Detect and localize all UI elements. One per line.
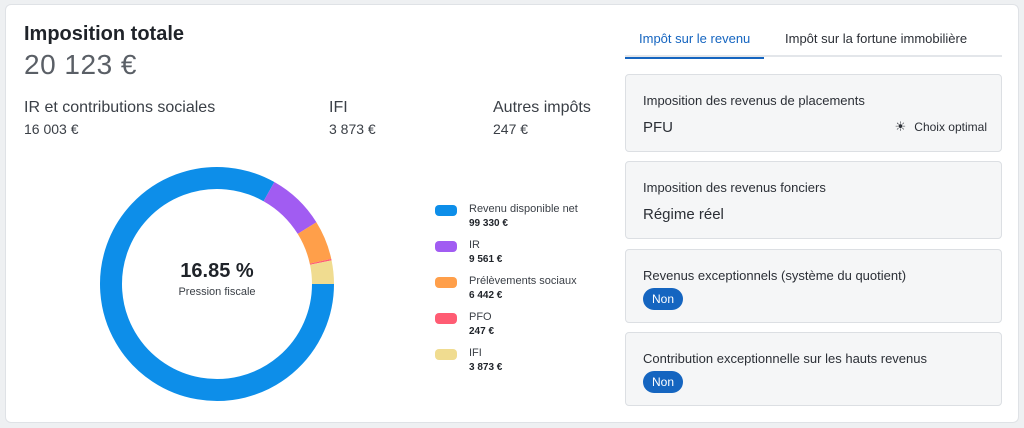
panel-placements-title: Imposition des revenus de placements (643, 93, 865, 108)
tab-bar: Impôt sur le revenu Impôt sur la fortune… (624, 31, 1002, 59)
summary-autres: Autres impôts 247 € (493, 99, 591, 137)
optimal-choice-badge: ☀ Choix optimal (895, 119, 987, 135)
legend-value: 3 873 € (469, 362, 503, 373)
panel-revenus-placements[interactable]: Imposition des revenus de placements PFU… (625, 74, 1002, 152)
legend-value: 9 561 € (469, 254, 503, 265)
page-title: Imposition totale (24, 23, 184, 45)
donut-center: 16.85 % Pression fiscale (97, 260, 337, 298)
pression-fiscale-value: 16.85 % (180, 260, 254, 282)
donut-slice-4 (309, 260, 334, 285)
summary-ifi-label: IFI (329, 99, 348, 116)
legend-label: Prélèvements sociaux (469, 275, 577, 287)
panel-fonciers-value: Régime réel (643, 206, 724, 223)
legend-value: 99 330 € (469, 218, 508, 229)
summary-ir-value: 16 003 € (24, 121, 79, 137)
total-tax-amount: 20 123 € (24, 49, 137, 80)
legend-swatch (435, 241, 457, 252)
legend-item: Prélèvements sociaux 6 442 € (435, 272, 615, 308)
hauts-revenus-toggle[interactable]: Non (643, 371, 684, 393)
tab-impot-revenu[interactable]: Impôt sur le revenu (624, 31, 765, 59)
legend-item: PFO 247 € (435, 308, 615, 344)
chart-legend: Revenu disponible net 99 330 € IR 9 561 € Pr… (435, 200, 615, 380)
legend-swatch (435, 349, 457, 360)
legend-label: Revenu disponible net (469, 203, 578, 215)
legend-value: 247 € (469, 326, 495, 337)
legend-item: IFI 3 873 € (435, 344, 615, 380)
summary-ifi-value: 3 873 € (329, 121, 376, 137)
panel-revenus-fonciers[interactable]: Imposition des revenus fonciers Régime r… (625, 161, 1002, 239)
panel-revenus-exceptionnels: Revenus exceptionnels (système du quotie… (625, 249, 1002, 323)
summary-autres-label: Autres impôts (493, 99, 591, 116)
legend-value: 6 442 € (469, 290, 503, 301)
donut-slice-2 (297, 222, 332, 264)
legend-item: IR 9 561 € (435, 236, 615, 272)
legend-swatch (435, 277, 457, 288)
legend-label: IFI (469, 347, 482, 359)
legend-label: IR (469, 239, 480, 251)
sun-icon: ☀ (894, 119, 907, 134)
summary-ir-label: IR et contributions sociales (24, 99, 216, 116)
summary-ifi: IFI 3 873 € (329, 99, 376, 137)
donut-chart (100, 167, 334, 401)
summary-ir: IR et contributions sociales 16 003 € (24, 99, 215, 137)
legend-label: PFO (469, 311, 492, 323)
legend-swatch (435, 205, 457, 216)
panel-hauts-revenus-title: Contribution exceptionnelle sur les haut… (643, 351, 928, 366)
panel-fonciers-title: Imposition des revenus fonciers (643, 180, 826, 195)
legend-swatch (435, 313, 457, 324)
summary-autres-value: 247 € (493, 121, 529, 137)
optimal-choice-label: Choix optimal (914, 120, 987, 134)
donut-slice-1 (263, 182, 317, 235)
tax-summary-card: Imposition totale 20 123 € IR et contrib… (5, 4, 1019, 423)
tab-ifi[interactable]: Impôt sur la fortune immobilière (785, 31, 968, 46)
exceptionnels-toggle[interactable]: Non (643, 288, 684, 310)
panel-placements-value: PFU (643, 119, 673, 136)
panel-hauts-revenus: Contribution exceptionnelle sur les haut… (625, 332, 1002, 406)
pression-fiscale-label: Pression fiscale (178, 286, 256, 298)
panel-exceptionnels-title: Revenus exceptionnels (système du quotie… (643, 268, 907, 283)
legend-item: Revenu disponible net 99 330 € (435, 200, 615, 236)
donut-slice-0 (100, 167, 334, 401)
